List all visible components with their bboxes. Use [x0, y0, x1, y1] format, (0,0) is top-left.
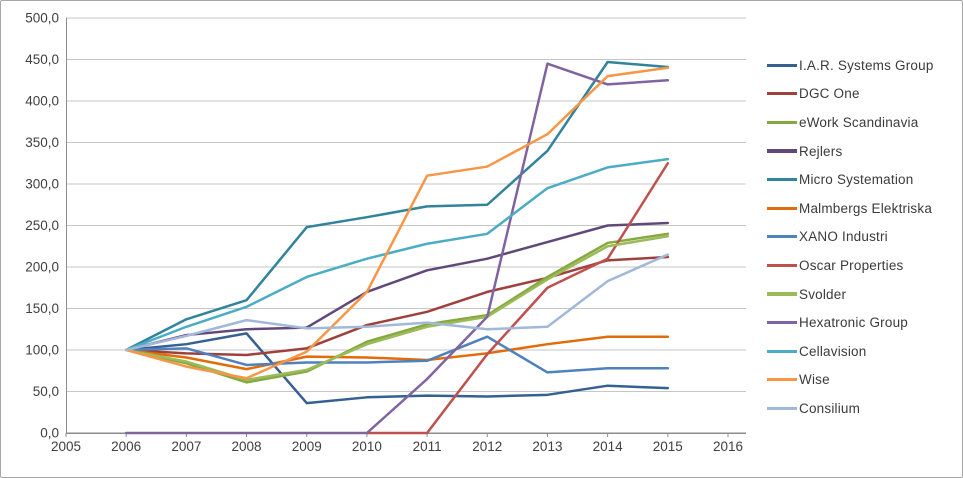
y-axis-tick-label: 200,0 — [25, 260, 59, 275]
legend-item: Cellavision — [767, 337, 934, 366]
legend-item: Wise — [767, 366, 934, 395]
legend-label: Consilium — [799, 400, 861, 416]
x-axis-tick-label: 2007 — [171, 439, 201, 454]
legend-line-swatch — [767, 206, 797, 210]
series-line-i-a-r-systems-group — [124, 332, 670, 405]
legend-item: Micro Systemation — [767, 165, 934, 194]
series-line-hexatronic-group — [124, 62, 670, 435]
x-axis-tick-label: 2015 — [653, 439, 683, 454]
legend-item: Consilium — [767, 394, 934, 423]
y-axis-tick-label: 450,0 — [25, 52, 59, 67]
legend-line-swatch — [767, 235, 797, 239]
series-line-micro-systemation — [124, 60, 670, 352]
legend-line-swatch — [767, 92, 797, 96]
y-axis-tick-label: 350,0 — [25, 135, 59, 150]
legend-label: Malmbergs Elektriska — [799, 200, 933, 216]
legend-item: Svolder — [767, 280, 934, 309]
x-axis-tick-label: 2009 — [292, 439, 322, 454]
legend-item: eWork Scandinavia — [767, 108, 934, 137]
x-axis-tick-label: 2008 — [232, 439, 262, 454]
x-axis-tick-label: 2014 — [593, 439, 624, 454]
legend-label: Oscar Properties — [799, 257, 904, 273]
x-axis-tick-label: 2005 — [51, 439, 81, 454]
y-axis-tick-label: 150,0 — [25, 301, 59, 316]
series-line-dgc-one — [124, 255, 670, 357]
y-axis-tick-label: 0,0 — [40, 426, 59, 441]
legend-label: Rejlers — [799, 143, 843, 159]
chart-legend: I.A.R. Systems Group DGC One eWork Scandin… — [767, 51, 934, 423]
legend-item: Hexatronic Group — [767, 308, 934, 337]
legend-item: I.A.R. Systems Group — [767, 51, 934, 80]
x-axis-tick-label: 2011 — [413, 439, 442, 454]
series-line-rejlers — [124, 221, 670, 352]
legend-line-swatch — [767, 263, 797, 268]
legend-line-swatch — [767, 63, 797, 67]
legend-item: XANO Industri — [767, 223, 934, 252]
legend-line-swatch — [767, 406, 797, 411]
series-line-svolder — [124, 235, 670, 382]
x-axis-tick-label: 2016 — [713, 439, 743, 454]
y-axis-tick-label: 50,0 — [33, 384, 59, 399]
legend-line-swatch — [767, 149, 797, 153]
legend-label: Cellavision — [799, 343, 867, 359]
legend-line-swatch — [767, 378, 797, 382]
series-line-xano-industri — [124, 335, 670, 374]
x-axis-tick-label: 2012 — [472, 439, 502, 454]
legend-label: Micro Systemation — [799, 172, 914, 188]
legend-label: I.A.R. Systems Group — [799, 57, 934, 73]
legend-line-swatch — [767, 120, 797, 125]
legend-item: Oscar Properties — [767, 251, 934, 280]
legend-line-swatch — [767, 178, 797, 182]
y-axis-tick-label: 100,0 — [25, 343, 59, 358]
legend-label: Wise — [799, 372, 830, 388]
y-axis-tick-label: 400,0 — [25, 94, 59, 109]
legend-line-swatch — [767, 321, 797, 325]
x-axis-tick-label: 2013 — [532, 439, 562, 454]
legend-label: Svolder — [799, 286, 847, 302]
series-line-malmbergs-elektriska — [124, 335, 670, 371]
series-line-cellavision — [124, 157, 670, 352]
legend-item: Malmbergs Elektriska — [767, 194, 934, 223]
series-line-consilium — [124, 253, 670, 352]
x-axis-tick-label: 2006 — [111, 439, 141, 454]
y-axis-tick-label: 250,0 — [25, 218, 59, 233]
y-axis-tick-label: 500,0 — [25, 11, 59, 26]
x-axis-tick-label: 2010 — [352, 439, 382, 454]
legend-item: DGC One — [767, 80, 934, 109]
legend-line-swatch — [767, 292, 797, 296]
y-axis-tick-label: 300,0 — [25, 177, 59, 192]
legend-label: eWork Scandinavia — [799, 114, 919, 130]
series-line-wise — [124, 66, 670, 380]
legend-label: DGC One — [799, 86, 860, 102]
legend-item: Rejlers — [767, 137, 934, 166]
series-line-oscar-properties — [365, 162, 670, 435]
legend-label: XANO Industri — [799, 229, 888, 245]
legend-line-swatch — [767, 349, 797, 353]
legend-label: Hexatronic Group — [799, 315, 908, 331]
